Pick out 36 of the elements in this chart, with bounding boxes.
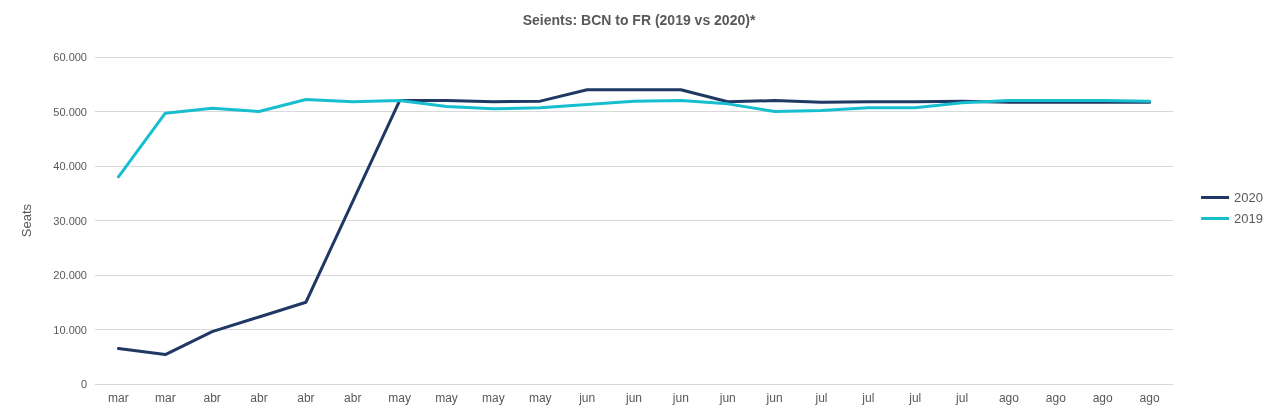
x-tick-label: mar xyxy=(108,391,129,405)
x-tick-label: jun xyxy=(718,391,736,405)
legend-label: 2019 xyxy=(1234,211,1263,226)
x-tick-label: abr xyxy=(250,391,268,405)
x-tick-label: may xyxy=(388,391,411,405)
x-tick-label: jul xyxy=(814,391,828,405)
line-series xyxy=(116,98,1152,179)
y-tick-label: 40.000 xyxy=(53,160,87,172)
x-tick-label: jun xyxy=(765,391,783,405)
x-tick-label: may xyxy=(528,391,552,405)
y-tick-label: 30.000 xyxy=(53,214,87,227)
x-tick-label: jul xyxy=(955,391,969,405)
line-series xyxy=(116,88,1152,357)
x-tick-label: ago xyxy=(1139,391,1160,405)
legend-label: 2020 xyxy=(1234,190,1263,205)
y-tick-label: 20.000 xyxy=(53,269,87,281)
y-tick-label: 0 xyxy=(80,378,87,390)
x-tick-label: ago xyxy=(1092,391,1114,405)
x-tick-label: ago xyxy=(998,391,1020,405)
x-tick-label: abr xyxy=(344,391,362,405)
x-tick-label: abr xyxy=(297,391,315,405)
y-tick-label: 60.000 xyxy=(53,51,87,63)
x-tick-label: jun xyxy=(671,391,689,405)
x-tick-label: may xyxy=(435,391,458,405)
y-axis-title: Seats xyxy=(19,203,34,238)
x-tick-label: jun xyxy=(624,391,643,405)
x-tick-label: may xyxy=(482,391,505,405)
chart-title: Seients: BCN to FR (2019 vs 2020)* xyxy=(522,12,756,28)
y-tick-label: 50.000 xyxy=(53,105,87,118)
x-tick-label: ago xyxy=(1045,391,1067,405)
x-tick-label: jul xyxy=(861,391,875,405)
x-tick-label: mar xyxy=(154,391,176,405)
x-tick-label: jul xyxy=(908,391,922,405)
x-tick-label: abr xyxy=(203,391,221,405)
y-tick-label: 10.000 xyxy=(53,323,87,336)
x-tick-label: jun xyxy=(578,391,596,405)
